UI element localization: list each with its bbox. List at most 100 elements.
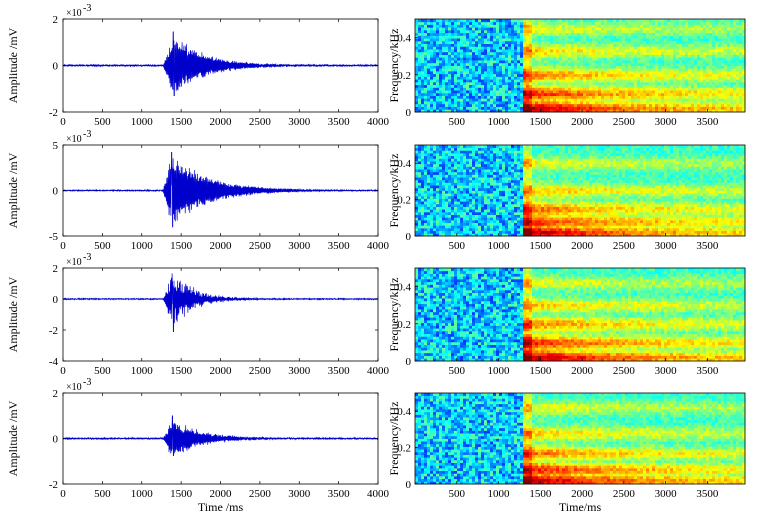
spectrogram-cell (700, 103, 704, 107)
spectrogram-cell (460, 198, 464, 202)
spectrogram-cell (415, 46, 419, 50)
spectrogram-cell (685, 84, 689, 88)
spectrogram-cell (613, 87, 617, 91)
spectrogram-cell (466, 201, 470, 205)
spectrogram-cell (478, 163, 482, 167)
spectrogram-cell (448, 54, 452, 58)
spectrogram-cell (511, 49, 515, 53)
spectrogram-cell (454, 219, 458, 224)
spectrogram-cell (529, 84, 533, 88)
spectrogram-cell (550, 103, 554, 107)
spectrogram-cell (628, 54, 632, 58)
spectrogram-cell (457, 161, 461, 165)
spectrogram-cell (445, 177, 449, 181)
spectrogram-cell (682, 35, 686, 39)
spectrogram-cell (418, 76, 422, 80)
spectrogram-cell (418, 62, 422, 66)
spectrogram-cell (586, 95, 590, 99)
spectrogram-cell (658, 46, 662, 50)
spectrogram-cell (469, 68, 473, 72)
spectrogram-cell (499, 49, 503, 53)
spectrogram-cell (421, 98, 425, 102)
spectrogram-cell (469, 190, 473, 194)
spectrogram-cell (493, 171, 497, 175)
spectrogram-cell (679, 19, 683, 23)
spectrogram-cell (508, 201, 512, 205)
spectrogram-cell (418, 201, 422, 205)
spectrogram-cell (658, 95, 662, 99)
spectrogram-cell (565, 95, 569, 99)
spectrogram-cell (421, 225, 425, 229)
spectrogram-cell (637, 81, 641, 86)
spectrogram-cell (502, 54, 506, 58)
spectrogram-cell (574, 43, 578, 47)
spectrogram-cell (424, 211, 428, 215)
spectrogram-cell (529, 29, 533, 34)
spectrogram-cell (457, 19, 461, 23)
spectrogram-cell (472, 73, 476, 77)
spectrogram-cell (676, 65, 680, 69)
spectrogram-cell (436, 179, 440, 183)
spectrogram-cell (475, 177, 479, 181)
spectrogram-cell (511, 62, 515, 66)
spectrogram-cell (481, 193, 485, 197)
spectrogram-cell (574, 46, 578, 50)
spectrogram-cell (547, 106, 551, 110)
spectrogram-cell (490, 147, 494, 151)
spectrogram-cell (712, 98, 716, 102)
spectrogram-cell (490, 70, 494, 75)
spectrogram-cell (679, 109, 683, 113)
spectrogram-cell (418, 84, 422, 88)
spectrogram-cell (727, 76, 731, 80)
spectrogram-cell (499, 101, 503, 105)
spectrogram-cell (472, 163, 476, 167)
spectrogram-cell (472, 222, 476, 226)
spectrogram-cell (544, 27, 548, 31)
spectrogram-cell (550, 57, 554, 61)
spectrogram-cell (430, 84, 434, 88)
spectrogram-cell (436, 225, 440, 229)
spectrogram-cell (664, 87, 668, 91)
spectrogram-cell (643, 76, 647, 80)
spectrogram-cell (424, 203, 428, 207)
spectrogram-cell (673, 90, 677, 94)
spectrogram-cell (472, 106, 476, 110)
spectrogram-cell (460, 179, 464, 183)
spectrogram-cell (511, 211, 515, 215)
spectrogram-cell (544, 95, 548, 99)
spectrogram-cell (661, 29, 665, 34)
spectrogram-cell (685, 103, 689, 107)
spectrogram-cell (568, 32, 572, 36)
spectrogram-cell (580, 68, 584, 72)
spectrogram-cell (667, 101, 671, 105)
spectrogram-cell (475, 62, 479, 66)
spectrogram-cell (469, 153, 473, 157)
spectrogram-cell (475, 70, 479, 75)
spectrogram-cell (490, 24, 494, 28)
spectrogram-cell (499, 57, 503, 61)
spectrogram-cell (505, 35, 509, 39)
spectrogram-cell (556, 46, 560, 50)
spectrogram-cell (742, 109, 746, 113)
spectrogram-cell (439, 209, 443, 213)
spectrogram-cell (622, 38, 626, 42)
spectrogram-cell (445, 195, 449, 199)
spectrogram-cell (727, 81, 731, 86)
spectrogram-cell (445, 222, 449, 226)
spectrogram-cell (709, 65, 713, 69)
spectrogram-cell (661, 76, 665, 80)
spectrogram-cell (550, 73, 554, 77)
spectrogram-cell (541, 87, 545, 91)
spectrogram-cell (475, 214, 479, 218)
spectrogram-cell (496, 90, 500, 94)
spectrogram-cell (664, 35, 668, 39)
spectrogram-cell (541, 51, 545, 55)
spectrogram-cell (541, 79, 545, 83)
spectrogram-cell (499, 198, 503, 202)
spectrogram-cell (526, 35, 530, 39)
spectrogram-cell (613, 24, 617, 28)
spectrogram-cell (415, 145, 419, 149)
spectrogram-cell (541, 106, 545, 110)
spectrogram-cell (514, 163, 518, 167)
spectrogram-cell (433, 161, 437, 165)
